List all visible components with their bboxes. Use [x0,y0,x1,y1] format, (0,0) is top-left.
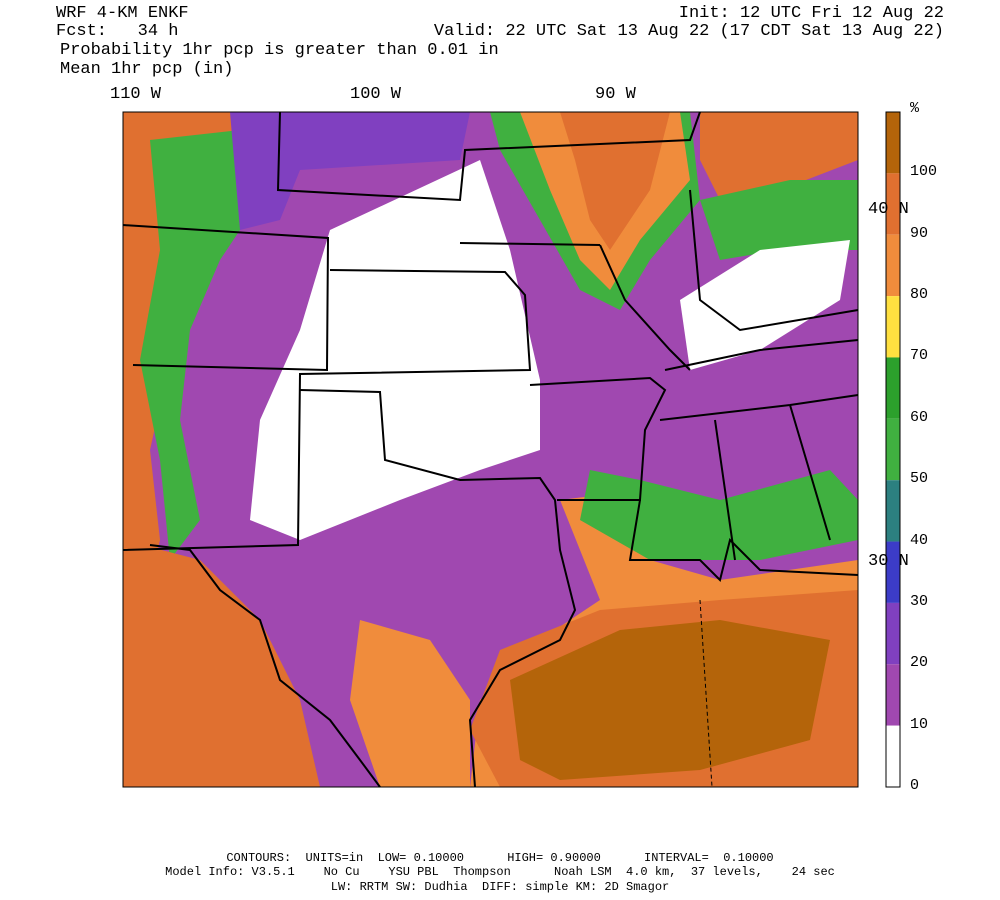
colorbar-segment [886,418,900,481]
header-line: Probability 1hr pcp is greater than 0.01… [60,41,499,60]
offshore-boundary [699,599,713,788]
colorbar-label: 30 [910,592,929,610]
lon-label: 100 W [350,85,402,104]
colorbar-segment [886,296,900,358]
header-line: Mean 1hr pcp (in) [60,60,234,79]
colorbar [885,111,901,788]
lon-label: 110 W [110,85,162,104]
colorbar-segment [886,173,900,235]
header-line: WRF 4-KM ENKF [56,4,189,23]
lat-label: 30 N [868,552,909,571]
colorbar-segment [886,602,900,665]
footer-line: Model Info: V3.5.1 No Cu YSU PBL Thompso… [165,865,835,879]
lat-label: 40 N [868,200,909,219]
colorbar-label: 40 [910,531,929,549]
colorbar-label: 60 [910,408,929,426]
colorbar-label: 80 [910,286,929,304]
colorbar-label: 90 [910,224,929,242]
colorbar-label: 20 [910,654,929,672]
colorbar-segment [886,234,900,297]
colorbar-label: 50 [910,470,929,488]
lon-label: 90 W [595,85,636,104]
footer-line: CONTOURS: UNITS=in LOW= 0.10000 HIGH= 0.… [226,851,774,865]
precip-field [123,112,858,787]
colorbar-segment [886,725,900,787]
colorbar-label: 70 [910,347,929,365]
colorbar-segment [886,480,900,542]
colorbar-segment [886,541,900,603]
colorbar-frame [885,111,901,788]
colorbar-label: 10 [910,715,929,733]
colorbar-segment [886,357,900,419]
footer-line: LW: RRTM SW: Dudhia DIFF: simple KM: 2D … [330,880,670,894]
colorbar-segment [886,112,900,174]
colorbar-segment [886,664,900,726]
header-line: Fcst: 34 h [56,22,179,41]
init-time: Init: 12 UTC Fri 12 Aug 22 [678,4,944,23]
valid-time: Valid: 22 UTC Sat 13 Aug 22 (17 CDT Sat … [433,22,944,41]
colorbar-unit: % [910,100,920,117]
colorbar-label: 100 [910,163,938,181]
state-boundaries [122,111,859,788]
colorbar-label: 0 [910,777,920,794]
map-frame [122,111,859,788]
